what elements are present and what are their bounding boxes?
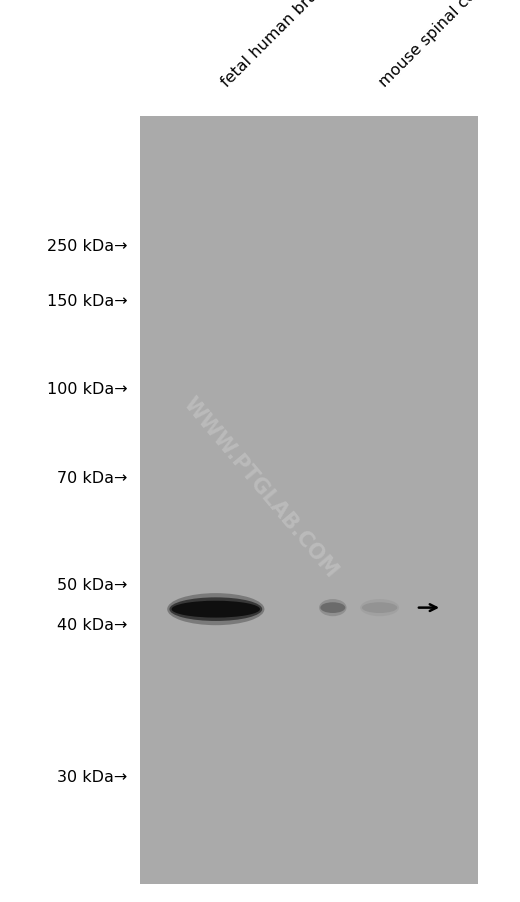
Text: 40 kDa→: 40 kDa→ (57, 617, 127, 632)
Text: 30 kDa→: 30 kDa→ (57, 769, 127, 784)
Text: 100 kDa→: 100 kDa→ (47, 382, 127, 397)
Text: fetal human brain: fetal human brain (218, 0, 331, 90)
Text: 250 kDa→: 250 kDa→ (47, 238, 127, 253)
Text: WWW.PTGLAB.COM: WWW.PTGLAB.COM (179, 393, 341, 581)
Ellipse shape (167, 594, 264, 625)
Ellipse shape (319, 599, 346, 617)
Bar (140, 117, 478, 884)
Text: mouse spinal cord: mouse spinal cord (377, 0, 491, 90)
Text: 50 kDa→: 50 kDa→ (57, 577, 127, 593)
Ellipse shape (320, 603, 345, 613)
Text: 150 kDa→: 150 kDa→ (47, 294, 127, 308)
Ellipse shape (362, 603, 397, 613)
Ellipse shape (170, 598, 262, 621)
Ellipse shape (172, 601, 260, 618)
Text: 70 kDa→: 70 kDa→ (57, 470, 127, 485)
Ellipse shape (360, 599, 399, 617)
